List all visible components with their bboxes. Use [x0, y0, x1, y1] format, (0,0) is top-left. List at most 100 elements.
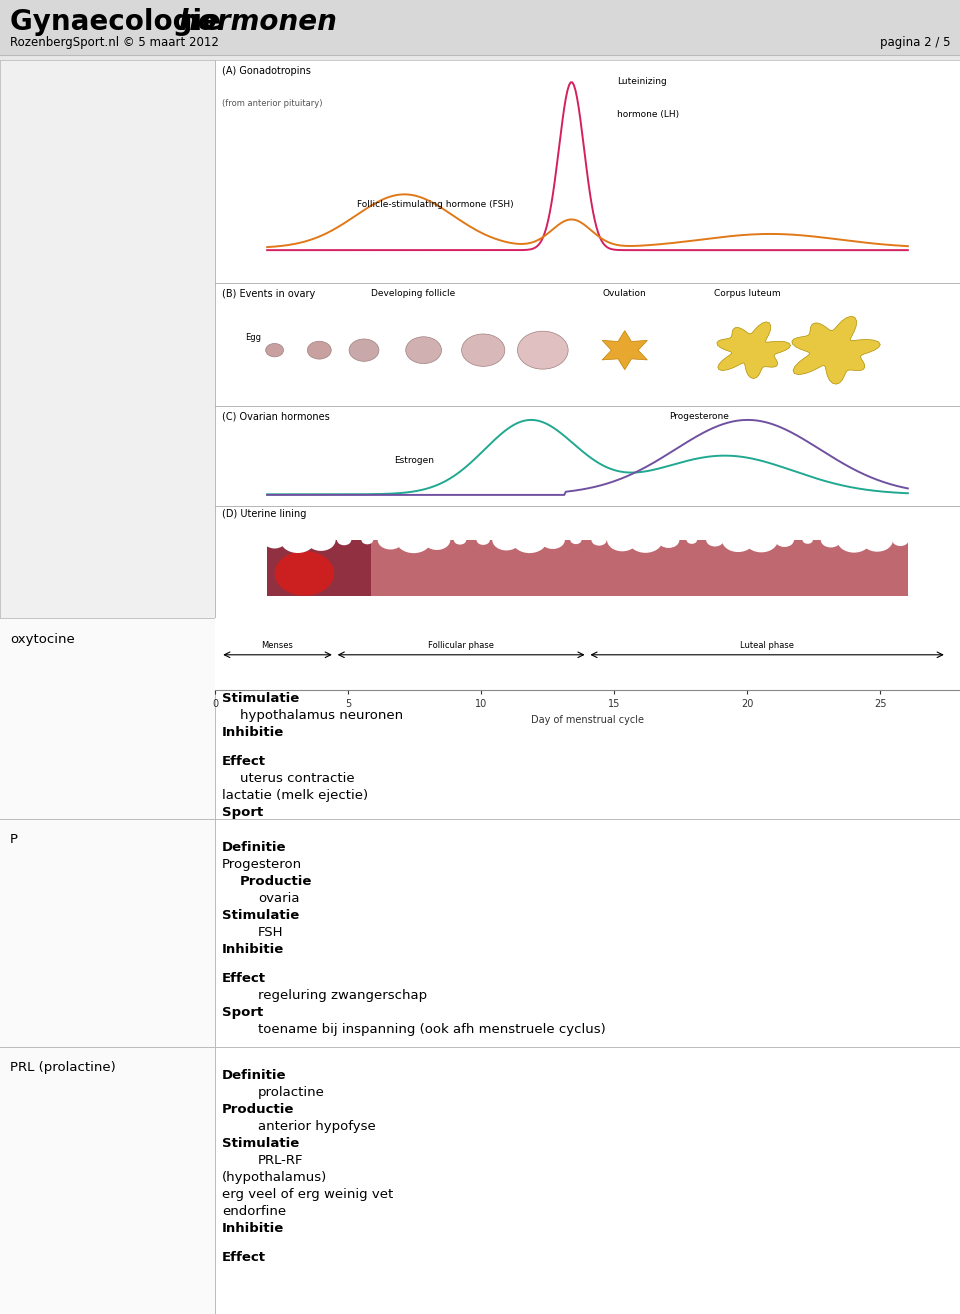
- Text: regeluring zwangerschap: regeluring zwangerschap: [258, 989, 427, 1001]
- Circle shape: [591, 533, 607, 545]
- Text: Effect: Effect: [222, 1251, 266, 1264]
- Circle shape: [306, 528, 336, 551]
- Circle shape: [349, 339, 379, 361]
- Bar: [267, 540, 372, 595]
- Text: Inhibitie: Inhibitie: [222, 727, 284, 738]
- Bar: [0, 1047, 215, 1314]
- Polygon shape: [792, 317, 880, 384]
- Text: Corpus luteum: Corpus luteum: [714, 289, 780, 298]
- Text: Estrogen: Estrogen: [394, 456, 434, 465]
- Text: anterior hypofyse: anterior hypofyse: [258, 1120, 375, 1133]
- Text: Inhibitie: Inhibitie: [222, 1222, 284, 1235]
- Circle shape: [861, 528, 893, 552]
- Text: Progesteron: Progesteron: [222, 858, 302, 871]
- Text: Productie: Productie: [222, 641, 295, 654]
- Circle shape: [837, 527, 871, 553]
- Circle shape: [745, 527, 778, 552]
- Text: Productie: Productie: [222, 1102, 295, 1116]
- X-axis label: Day of menstrual cycle: Day of menstrual cycle: [531, 715, 644, 725]
- Text: FSH: FSH: [258, 926, 283, 940]
- Text: endorfine: endorfine: [222, 1205, 286, 1218]
- Text: (from anterior pituitary): (from anterior pituitary): [223, 99, 323, 108]
- Text: PRL (prolactine): PRL (prolactine): [10, 1060, 116, 1074]
- Circle shape: [361, 535, 373, 544]
- Text: Luteal phase: Luteal phase: [740, 641, 794, 650]
- Circle shape: [423, 530, 450, 551]
- Circle shape: [462, 334, 505, 367]
- Text: RozenbergSport.nl © 5 maart 2012: RozenbergSport.nl © 5 maart 2012: [10, 35, 219, 49]
- Text: (hypothalamus): (hypothalamus): [222, 1171, 327, 1184]
- Text: oxytocine: oxytocine: [10, 633, 75, 646]
- Circle shape: [722, 528, 755, 552]
- Circle shape: [454, 535, 467, 544]
- Text: Effect: Effect: [222, 756, 266, 767]
- Circle shape: [686, 536, 697, 544]
- Circle shape: [517, 331, 568, 369]
- Bar: [0, 60, 215, 618]
- Circle shape: [406, 336, 442, 364]
- Text: Egg: Egg: [245, 334, 261, 343]
- Text: hypothalamus neuronen: hypothalamus neuronen: [240, 710, 403, 721]
- Text: Ovulation: Ovulation: [603, 289, 646, 298]
- Text: Progesterone: Progesterone: [669, 411, 730, 420]
- Circle shape: [396, 527, 431, 553]
- Text: uterus contractie: uterus contractie: [240, 771, 354, 784]
- Circle shape: [280, 527, 315, 553]
- Circle shape: [607, 528, 637, 552]
- Bar: [0, 60, 960, 618]
- Text: PRL-RF: PRL-RF: [258, 1154, 303, 1167]
- Text: Inhibitie: Inhibitie: [222, 943, 284, 957]
- Circle shape: [307, 342, 331, 359]
- Circle shape: [540, 531, 564, 549]
- Text: (C) Ovarian hormones: (C) Ovarian hormones: [223, 411, 330, 422]
- Text: (A) Gonadotropins: (A) Gonadotropins: [223, 66, 311, 76]
- Text: ovaria: ovaria: [258, 892, 300, 905]
- Text: Stimulatie: Stimulatie: [222, 1137, 300, 1150]
- Text: hormonen: hormonen: [178, 8, 337, 35]
- Text: Follicle-stimulating hormone (FSH): Follicle-stimulating hormone (FSH): [356, 200, 514, 209]
- Circle shape: [492, 530, 520, 551]
- Text: Sport: Sport: [222, 1007, 263, 1018]
- Text: Developing follicle: Developing follicle: [372, 289, 456, 298]
- Circle shape: [821, 532, 841, 548]
- Text: Follicular phase: Follicular phase: [428, 641, 494, 650]
- Text: hormone (LH): hormone (LH): [617, 110, 680, 120]
- Text: (D) Uterine lining: (D) Uterine lining: [223, 510, 307, 519]
- Circle shape: [707, 533, 724, 547]
- Bar: [0, 619, 960, 819]
- Text: Luteinizing: Luteinizing: [617, 76, 667, 85]
- Text: Definitie: Definitie: [222, 1070, 286, 1081]
- Text: Stimulatie: Stimulatie: [222, 909, 300, 922]
- Circle shape: [512, 527, 547, 553]
- Polygon shape: [717, 322, 790, 378]
- Circle shape: [377, 531, 403, 549]
- Circle shape: [892, 533, 909, 547]
- Text: prolactine: prolactine: [258, 1085, 324, 1099]
- Text: Productie: Productie: [240, 875, 312, 888]
- Circle shape: [263, 531, 286, 548]
- Text: Sport: Sport: [222, 805, 263, 819]
- Text: pagina 2 / 5: pagina 2 / 5: [879, 35, 950, 49]
- Text: Stimulatie: Stimulatie: [222, 692, 300, 706]
- Circle shape: [775, 532, 794, 547]
- Bar: [0, 0, 960, 55]
- Polygon shape: [602, 331, 647, 369]
- Bar: [0, 819, 960, 1047]
- Text: naar post hypof: naar post hypof: [222, 675, 327, 689]
- Text: Definitie: Definitie: [222, 841, 286, 854]
- Text: Effect: Effect: [222, 972, 266, 986]
- Text: erg veel of erg weinig vet: erg veel of erg weinig vet: [222, 1188, 394, 1201]
- Text: (B) Events in ovary: (B) Events in ovary: [223, 289, 316, 298]
- Bar: [0, 1047, 960, 1314]
- Bar: [0, 619, 215, 819]
- Circle shape: [628, 527, 662, 553]
- Text: Menses: Menses: [261, 641, 294, 650]
- Text: hypothalamus neuronen: hypothalamus neuronen: [240, 658, 403, 671]
- Bar: [267, 540, 908, 595]
- Text: lactatie (melk ejectie): lactatie (melk ejectie): [222, 788, 368, 802]
- Circle shape: [266, 343, 283, 357]
- Circle shape: [570, 536, 582, 544]
- Polygon shape: [275, 551, 334, 595]
- Bar: [0, 819, 215, 1047]
- Text: toename bij inspanning (ook afh menstruele cyclus): toename bij inspanning (ook afh menstrue…: [258, 1022, 606, 1035]
